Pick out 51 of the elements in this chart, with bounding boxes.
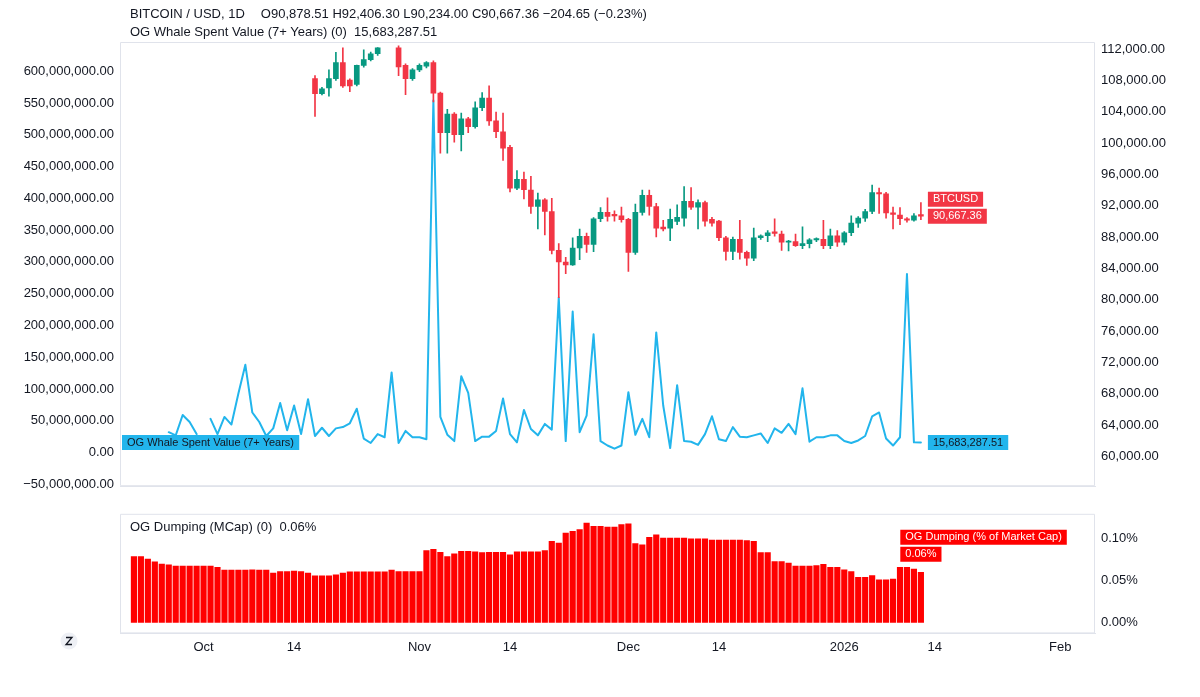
y-tick-label: 250,000,000.00: [23, 285, 114, 301]
text: 90,667.36: [932, 209, 982, 222]
y2-tick-label: 64,000.00: [1101, 416, 1159, 432]
text: OG Dumping (% of Market Cap): [905, 530, 1062, 543]
y2-tick-label: 0.05%: [1101, 572, 1139, 588]
data-label: 15,683,287.51: [932, 435, 1004, 448]
y2-tick-label: 100,000.00: [1101, 134, 1167, 150]
y-tick-label: 50,000,000.00: [30, 412, 114, 428]
y2-tick-label: 112,000.00: [1101, 40, 1166, 56]
x-tick-label: 14: [502, 638, 518, 654]
chart-title: BITCOIN / USD, 1D: [130, 5, 245, 21]
y2-tick-label: 72,000.00: [1101, 354, 1159, 369]
y2-tick-label: 84,000.00: [1101, 259, 1159, 275]
y-tick-label: 500,000,000.00: [23, 126, 114, 142]
x-tick-label: Feb: [1048, 638, 1072, 654]
y2-tick-label: 0.00%: [1101, 614, 1139, 630]
y2-tick-label: 0.10%: [1101, 530, 1139, 546]
text: OG Whale Spent Value (7+ Years) (0) 15,683,287.51: [130, 23, 438, 39]
y2-tick-label: 88,000.00: [1101, 228, 1159, 244]
x-tick-label: 14: [927, 638, 943, 654]
x-tick-label: 14: [286, 638, 302, 654]
y2-tick-label: 104,000.00: [1101, 103, 1167, 119]
x-tick-label: 14: [711, 638, 727, 654]
x-tick-label: Oct: [193, 638, 215, 654]
y-tick-label: 450,000,000.00: [23, 158, 114, 174]
y2-tick-label: 108,000.00: [1101, 71, 1167, 87]
series-label: OG Whale Spent Value (7+ Years): [127, 435, 295, 448]
y-tick-label: 300,000,000.00: [23, 253, 114, 269]
y-tick-label: 0.00: [88, 444, 114, 460]
y2-tick-label: 80,000.00: [1101, 291, 1159, 307]
x-tick-label: Dec: [616, 638, 641, 654]
text: O90,878.51 H92,406.30 L90,234.00 C90,667.36 −204.65 (−0.23%): [260, 5, 647, 21]
y2-tick-label: 92,000.00: [1101, 197, 1159, 213]
y-tick-label: −50,000,000.00: [23, 475, 114, 491]
y-tick-label: 200,000,000.00: [23, 317, 114, 332]
annotation: OG Dumping (MCap) (0) 0.06%: [130, 519, 317, 535]
y-tick-label: 550,000,000.00: [23, 94, 114, 110]
y-tick-label: 100,000,000.00: [23, 380, 114, 396]
y-tick-label: 150,000,000.00: [23, 348, 114, 364]
x-tick-label: 2026: [829, 638, 859, 654]
y-tick-label: 600,000,000.00: [23, 62, 114, 78]
y2-tick-label: 60,000.00: [1101, 448, 1159, 464]
y-tick-label: 350,000,000.00: [23, 221, 114, 237]
y2-tick-label: 68,000.00: [1101, 385, 1159, 401]
y2-tick-label: 76,000.00: [1101, 322, 1159, 338]
x-tick-label: Nov: [407, 638, 432, 654]
series-label: BTCUSD: [932, 192, 979, 205]
y-tick-label: 400,000,000.00: [23, 189, 114, 205]
candlestick: [918, 202, 924, 220]
data-label: 0.06%: [905, 547, 937, 560]
y2-tick-label: 96,000.00: [1101, 165, 1159, 181]
